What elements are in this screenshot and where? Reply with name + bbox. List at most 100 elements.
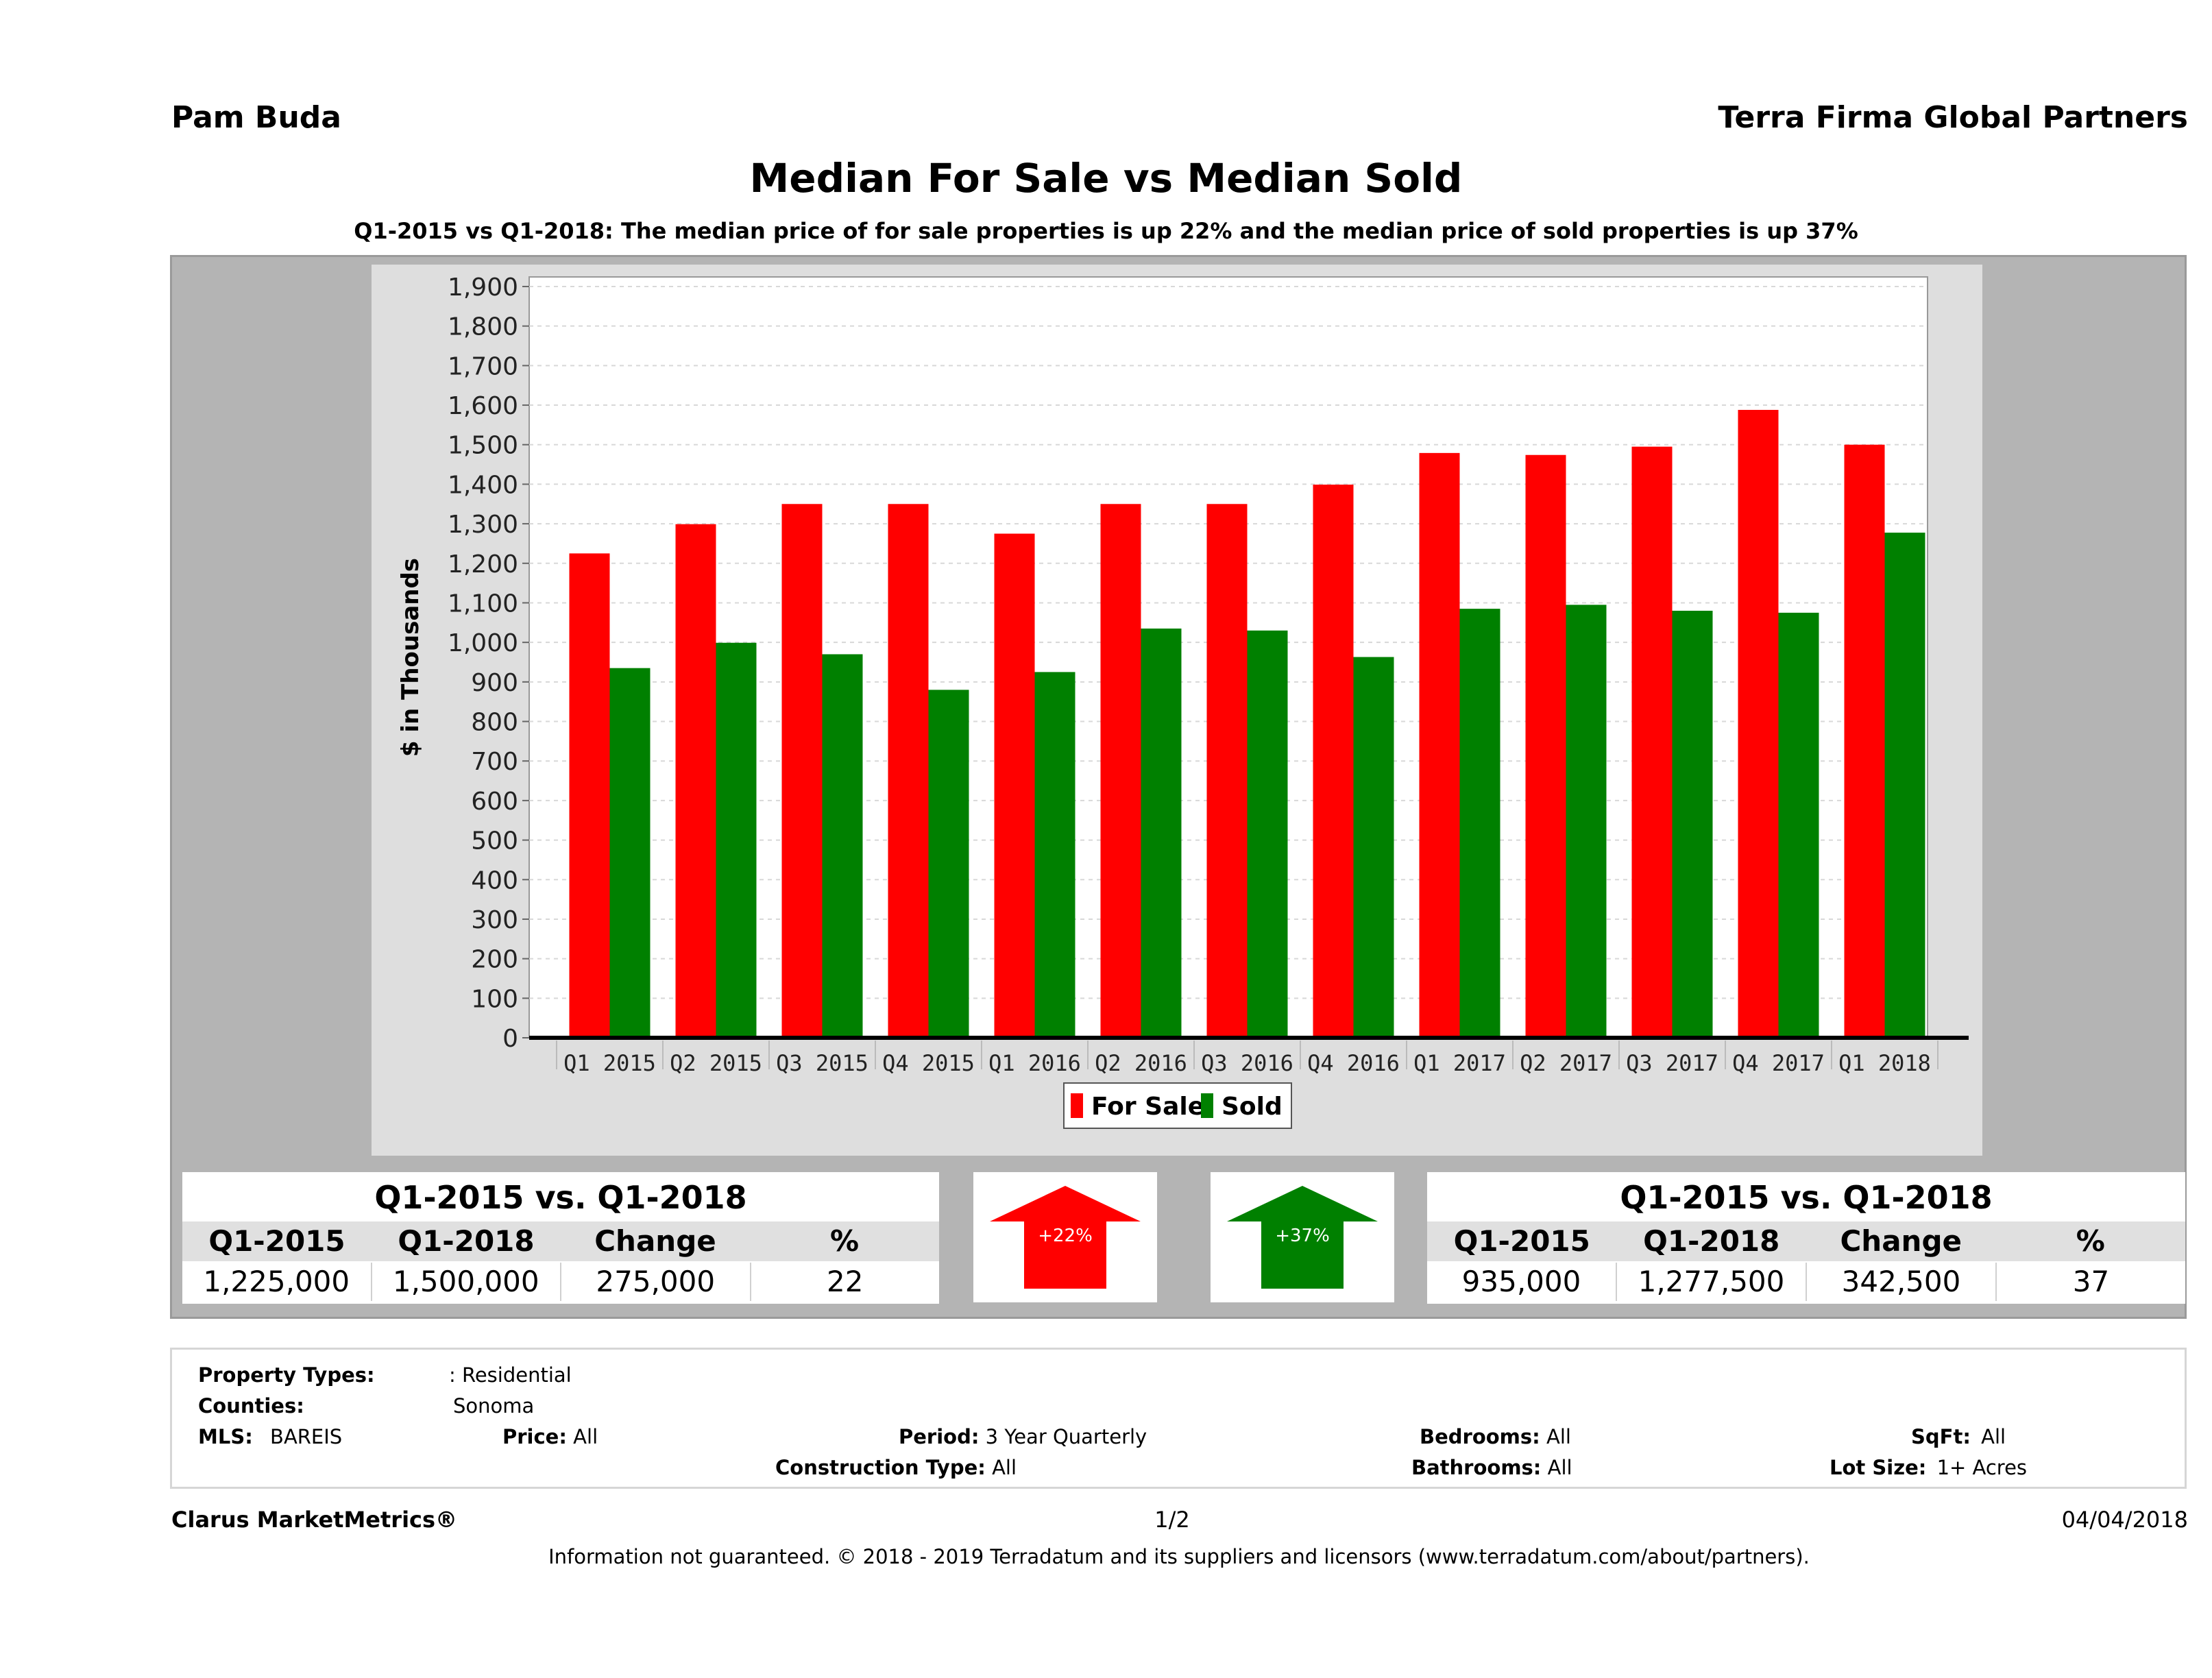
x-tick-label: Q2 2016 bbox=[1095, 1050, 1187, 1076]
bedrooms-field: Bedrooms: All bbox=[1420, 1425, 1571, 1448]
bar-sold bbox=[1672, 611, 1713, 1038]
value-cell: 1,225,000 bbox=[182, 1263, 372, 1301]
y-axis-ticks: 0 100 200 300 400 500 600 700 800 900 1,000 1,100 1,… bbox=[448, 273, 529, 1053]
property-types-label: Property Types: bbox=[198, 1363, 375, 1387]
bar-sold bbox=[822, 654, 863, 1038]
footer-brand: Clarus MarketMetrics® bbox=[171, 1507, 458, 1533]
for-sale-change-label: +22% bbox=[1038, 1226, 1093, 1246]
counties-value: Sonoma bbox=[453, 1394, 535, 1418]
bar-sold bbox=[928, 690, 969, 1038]
counties-label: Counties: bbox=[198, 1394, 304, 1418]
value-cell: 935,000 bbox=[1427, 1263, 1617, 1301]
sold-stats-header: Q1-2015 Q1-2018 Change % bbox=[1427, 1221, 2185, 1261]
sold-change-box: +37% bbox=[1211, 1172, 1394, 1302]
sold-stats-box: Q1-2015 vs. Q1-2018 Q1-2015 Q1-2018 Chan… bbox=[1427, 1172, 2185, 1304]
x-tick-label: Q1 2017 bbox=[1413, 1050, 1506, 1076]
bar-for-sale bbox=[1738, 409, 1779, 1038]
y-tick-label: 1,000 bbox=[448, 629, 518, 657]
value-cell: 37 bbox=[2072, 1265, 2110, 1298]
x-tick-label: Q1 2018 bbox=[1838, 1050, 1931, 1076]
chart-legend: For Sale Sold bbox=[1063, 1082, 1292, 1129]
for-sale-change-box: +22% bbox=[973, 1172, 1157, 1302]
bar-sold bbox=[609, 668, 651, 1038]
x-tick-label: Q4 2017 bbox=[1732, 1050, 1825, 1076]
y-tick-label: 1,200 bbox=[448, 550, 518, 579]
lot-size-field: Lot Size: 1+ Acres bbox=[1830, 1456, 2028, 1479]
y-tick-label: 200 bbox=[471, 946, 518, 974]
chart-title: Median For Sale vs Median Sold bbox=[749, 155, 1463, 202]
value-cell: 22 bbox=[827, 1265, 864, 1298]
bathrooms-field: Bathrooms: All bbox=[1411, 1456, 1572, 1479]
bar-for-sale bbox=[1100, 504, 1141, 1038]
bar-for-sale bbox=[1313, 484, 1354, 1038]
value-cell: 1,500,000 bbox=[372, 1263, 561, 1301]
y-tick-label: 1,400 bbox=[448, 471, 518, 499]
header-cell: Q1-2015 bbox=[1453, 1224, 1590, 1258]
bar-for-sale bbox=[994, 533, 1035, 1038]
report-date: 04/04/2018 bbox=[2061, 1507, 2188, 1533]
criteria-panel: Property Types: : Residential Counties: … bbox=[170, 1348, 2187, 1489]
y-tick-label: 900 bbox=[471, 669, 518, 697]
for-sale-stats-header: Q1-2015 Q1-2018 Change % bbox=[182, 1221, 939, 1261]
bar-for-sale bbox=[1419, 452, 1460, 1038]
company-name: Terra Firma Global Partners bbox=[1718, 100, 2188, 135]
x-tick-label: Q2 2015 bbox=[670, 1050, 762, 1076]
sold-stats-row: 935,000 1,277,500 342,500 37 bbox=[1427, 1263, 2185, 1301]
bar-for-sale bbox=[781, 504, 823, 1038]
legend-label: Sold bbox=[1222, 1093, 1283, 1121]
sqft-field: SqFt: All bbox=[1911, 1425, 2006, 1448]
bar-sold bbox=[1141, 628, 1182, 1038]
y-tick-label: 0 bbox=[502, 1025, 518, 1053]
header-cell: Q1-2015 bbox=[208, 1224, 345, 1258]
x-tick-label: Q1 2016 bbox=[988, 1050, 1081, 1076]
legend-swatch bbox=[1201, 1093, 1213, 1118]
y-tick-label: 1,300 bbox=[448, 511, 518, 539]
disclaimer: Information not guaranteed. © 2018 - 201… bbox=[548, 1545, 1810, 1568]
period-field: Period: 3 Year Quarterly bbox=[899, 1425, 1147, 1448]
agent-name: Pam Buda bbox=[171, 100, 341, 135]
bar-for-sale bbox=[1631, 446, 1673, 1038]
mls-field: MLS: BAREIS bbox=[198, 1425, 343, 1448]
header-cell: % bbox=[829, 1224, 860, 1258]
x-tick-label: Q3 2015 bbox=[776, 1050, 868, 1076]
value-cell: 342,500 bbox=[1807, 1263, 1997, 1301]
y-tick-label: 1,800 bbox=[448, 313, 518, 341]
y-tick-label: 800 bbox=[471, 709, 518, 737]
y-tick-label: 1,100 bbox=[448, 589, 518, 618]
header-cell: Q1-2018 bbox=[398, 1224, 535, 1258]
for-sale-stats-title: Q1-2015 vs. Q1-2018 bbox=[374, 1179, 747, 1216]
price-field: Price: All bbox=[502, 1425, 598, 1448]
y-tick-label: 500 bbox=[471, 827, 518, 855]
y-tick-label: 1,900 bbox=[448, 273, 518, 302]
x-tick-label: Q1 2015 bbox=[563, 1050, 656, 1076]
sold-stats-title: Q1-2015 vs. Q1-2018 bbox=[1620, 1179, 1993, 1216]
bar-sold bbox=[1353, 657, 1394, 1038]
bar-sold bbox=[1034, 672, 1075, 1038]
bar-chart: 0 100 200 300 400 500 600 700 800 900 1,000 1,100 1,… bbox=[397, 273, 1969, 1129]
value-cell: 1,277,500 bbox=[1617, 1263, 1807, 1301]
header-cell: % bbox=[2076, 1224, 2105, 1258]
bars bbox=[569, 409, 1925, 1038]
header-cell: Change bbox=[594, 1224, 716, 1258]
header-cell: Q1-2018 bbox=[1643, 1224, 1780, 1258]
legend-label: For Sale bbox=[1091, 1093, 1204, 1121]
x-tick-label: Q4 2015 bbox=[882, 1050, 975, 1076]
bar-for-sale bbox=[1844, 444, 1885, 1038]
y-tick-label: 1,700 bbox=[448, 352, 518, 380]
x-tick-label: Q4 2016 bbox=[1307, 1050, 1400, 1076]
x-tick-label: Q3 2017 bbox=[1626, 1050, 1718, 1076]
y-tick-label: 700 bbox=[471, 748, 518, 776]
y-tick-label: 100 bbox=[471, 985, 518, 1013]
bar-sold bbox=[716, 642, 757, 1038]
y-tick-label: 300 bbox=[471, 906, 518, 934]
legend-box bbox=[1063, 1082, 1292, 1129]
sold-change-label: +37% bbox=[1275, 1226, 1330, 1246]
header-cell: Change bbox=[1840, 1224, 1962, 1258]
property-types-value: : Residential bbox=[449, 1363, 572, 1387]
for-sale-stats-box: Q1-2015 vs. Q1-2018 Q1-2015 Q1-2018 Chan… bbox=[182, 1172, 939, 1304]
chart-subtitle: Q1-2015 vs Q1-2018: The median price of … bbox=[354, 218, 1858, 244]
x-axis-ticks: Q1 2015 Q2 2015 Q3 2015 Q4 2015 Q1 2016 Q2 20… bbox=[556, 1041, 1938, 1076]
bar-for-sale bbox=[1206, 504, 1248, 1038]
bar-for-sale bbox=[675, 524, 716, 1038]
y-axis-label: $ in Thousands bbox=[397, 558, 424, 757]
